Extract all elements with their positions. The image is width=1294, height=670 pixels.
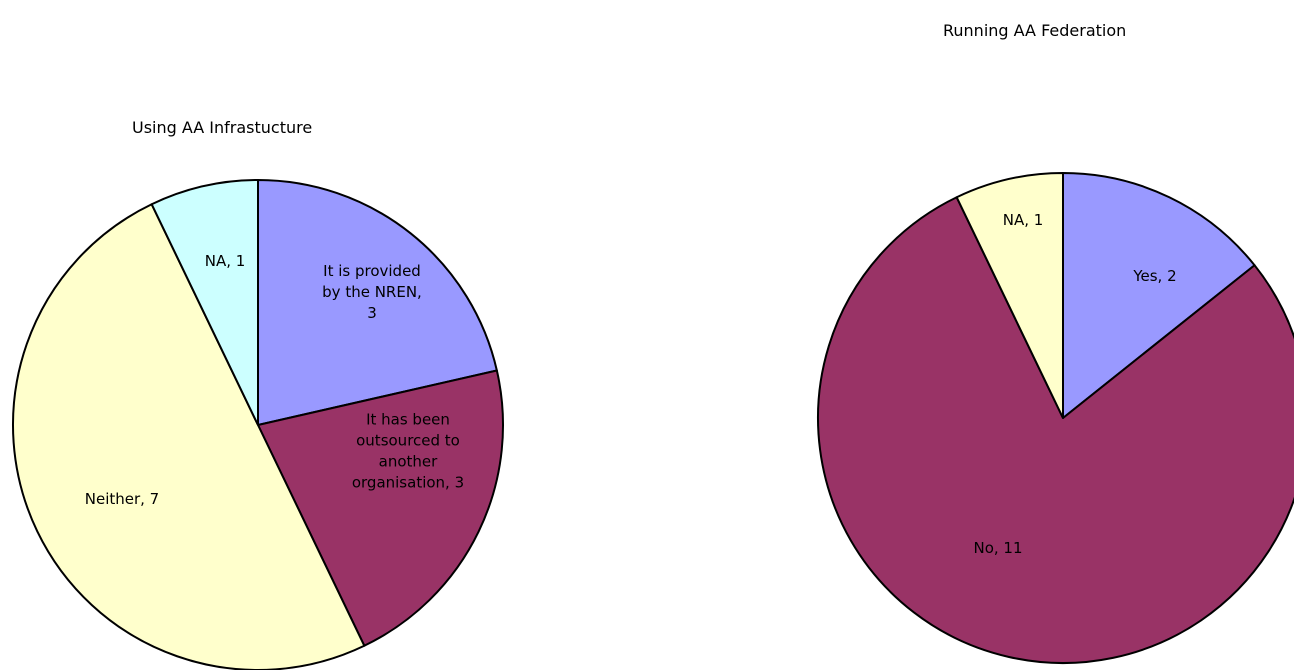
pie-slice-yes [1062,172,1256,419]
slice-label-neither: Neither, 7 [85,490,159,508]
chart-title-using-aa-infrastructure: Using AA Infrastucture [132,118,313,137]
pie-slice-no [817,196,1294,664]
pie-slice-na [150,179,259,426]
slice-label-yes: Yes, 2 [1132,267,1176,285]
pie-running-aa-federation: Yes, 2 No, 11 NA, 1 [817,172,1294,664]
slice-label-it-has-been-outsourced-to-another-organisation: It has been outsourced to another organisat… [352,411,464,492]
pie-slice-it-is-provided-by-the-nren [257,179,498,426]
pie-using-aa-infrastructure: It is provided by the NREN, 3 It has been ou… [12,179,504,670]
pie-slice-it-has-been-outsourced-to-another-organisation [257,369,504,647]
pie-slice-na [955,172,1064,419]
slice-label-no: No, 11 [973,539,1022,557]
chart-title-running-aa-federation: Running AA Federation [943,21,1127,40]
slice-label-na: NA, 1 [205,252,246,270]
slice-label-it-is-provided-by-the-nren: It is provided by the NREN, 3 [322,262,422,322]
slice-label-na: NA, 1 [1003,211,1044,229]
